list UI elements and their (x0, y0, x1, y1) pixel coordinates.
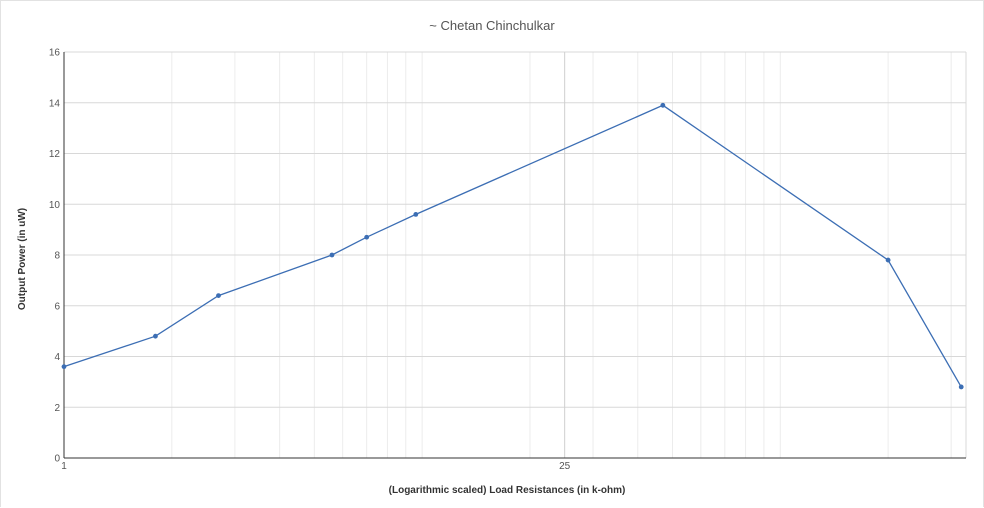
data-point (364, 234, 370, 240)
data-point (61, 364, 67, 370)
y-tick-label: 4 (54, 352, 60, 363)
chart-title: ~ Chetan Chinchulkar (429, 18, 555, 33)
x-axis-label: (Logarithmic scaled) Load Resistances (i… (389, 485, 626, 496)
y-tick-label: 14 (49, 98, 61, 109)
y-tick-label: 8 (54, 251, 60, 262)
series (61, 102, 964, 390)
data-point (885, 257, 891, 263)
data-point (413, 212, 419, 217)
series-line (63, 104, 962, 388)
tick-labels: 0 2 4 6 8 10 12 14 16 1 25 (49, 48, 571, 473)
axes (63, 52, 967, 459)
y-tick-label: 0 (54, 454, 60, 465)
data-point (329, 252, 335, 258)
grid (63, 51, 966, 459)
y-axis-label: Output Power (in uW) (17, 208, 28, 310)
data-point (216, 293, 221, 298)
y-tick-label: 2 (54, 403, 60, 414)
data-point (660, 102, 666, 108)
data-point (958, 384, 964, 390)
y-tick-label: 16 (49, 48, 61, 59)
x-tick-label: 25 (559, 461, 571, 472)
y-tick-label: 12 (49, 149, 61, 160)
y-tick-label: 6 (54, 301, 60, 312)
x-tick-label: 1 (61, 461, 67, 472)
y-tick-label: 10 (49, 200, 61, 211)
data-point (153, 333, 158, 339)
